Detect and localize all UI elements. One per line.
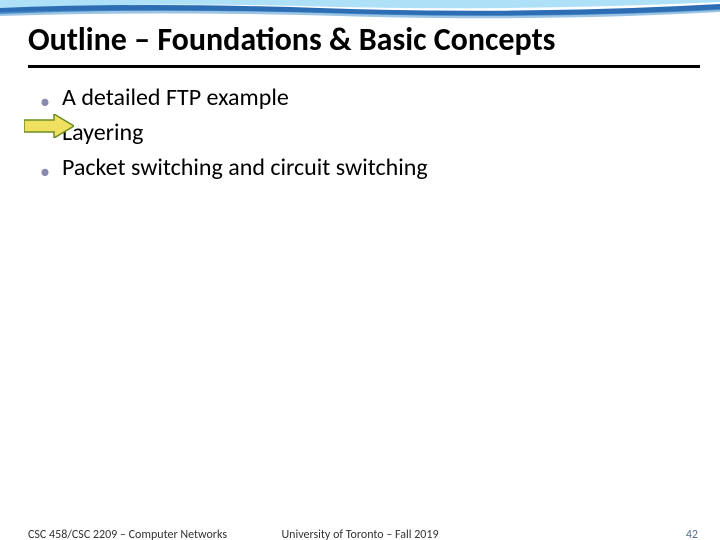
pointer-arrow-icon (24, 114, 74, 138)
footer-page-number: 42 (686, 528, 698, 540)
bullet-text: Packet switching and circuit switching (62, 152, 428, 183)
title-underline (28, 65, 700, 68)
bullet-text: A detailed FTP example (62, 82, 289, 113)
bullet-text: Layering (62, 117, 143, 148)
title-area: Outline – Foundations & Basic Concepts (28, 22, 700, 68)
bullet-item: • A detailed FTP example (40, 82, 690, 113)
bullet-dot-icon: • (40, 162, 62, 182)
slide-title: Outline – Foundations & Basic Concepts (28, 22, 700, 65)
bullet-dot-icon: • (40, 92, 62, 112)
footer-institution: University of Toronto – Fall 2019 (0, 528, 720, 540)
bullet-item: • Layering (40, 117, 690, 148)
bullet-item: • Packet switching and circuit switching (40, 152, 690, 183)
body-area: • A detailed FTP example • Layering • Pa… (40, 82, 690, 188)
slide: Outline – Foundations & Basic Concepts •… (0, 0, 720, 540)
